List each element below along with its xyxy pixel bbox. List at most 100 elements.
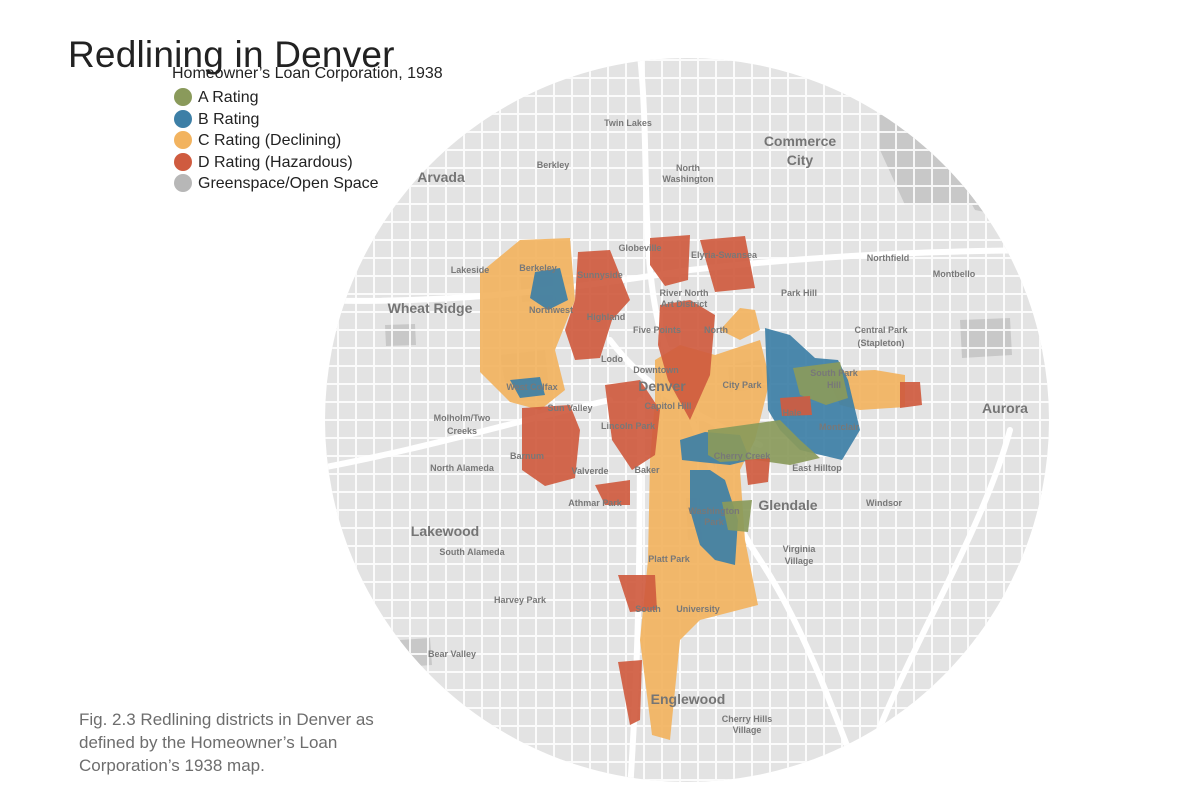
label-athmar-park: Athmar Park — [568, 498, 623, 508]
district-englewood-d — [618, 660, 642, 725]
district-ruby-hill-d — [745, 458, 770, 485]
district-hale-d — [780, 396, 812, 416]
label-highland: Highland — [587, 312, 626, 322]
legend-swatch-a — [174, 88, 192, 106]
figure-caption: Fig. 2.3 Redlining districts in Denver a… — [79, 710, 374, 775]
district-far-east-d — [900, 382, 922, 408]
legend-swatch-b — [174, 109, 192, 128]
label-north-washington-1: North — [676, 163, 700, 173]
label-lakeside: Lakeside — [451, 265, 490, 275]
district-sun-valley-d — [605, 380, 660, 470]
westside-park — [385, 324, 416, 346]
label-five-points: Five Points — [633, 325, 681, 335]
label-northwest: Northwest — [529, 305, 573, 315]
label-city-park: City Park — [722, 380, 762, 390]
district-south-park-hill-a — [793, 362, 848, 405]
i25-north — [637, 58, 663, 333]
legend-label-b: B Rating — [198, 110, 260, 128]
legend-label-a: A Rating — [198, 89, 259, 106]
label-north-alameda: North Alameda — [430, 463, 495, 473]
district-wash-park-b — [690, 470, 738, 565]
label-south: South — [635, 604, 661, 614]
label-montbello: Montbello — [933, 269, 976, 279]
label-cherry-hills-1: Cherry Hills — [722, 714, 773, 724]
district-elyria-d — [700, 236, 755, 292]
label-virginia-village-1: Virginia — [783, 544, 817, 554]
label-north: North — [704, 325, 728, 335]
label-rino-1: River North — [659, 288, 708, 298]
district-sunnyside-d — [565, 250, 630, 360]
district-south-d — [618, 575, 657, 612]
label-baker: Baker — [634, 465, 660, 475]
label-lincoln-park: Lincoln Park — [601, 421, 656, 431]
label-berkley: Berkley — [537, 160, 570, 170]
label-glendale: Glendale — [758, 497, 817, 513]
label-bear-valley: Bear Valley — [428, 649, 476, 659]
label-berkeley: Berkeley — [519, 263, 557, 273]
label-washington-park-1: Washington — [688, 506, 739, 516]
label-capitol-hill: Capitol Hill — [645, 401, 692, 411]
label-commerce-city-1: Commerce — [764, 133, 837, 149]
label-central-park-1: Central Park — [854, 325, 908, 335]
label-molholm-1: Molholm/Two — [434, 413, 491, 423]
label-commerce-city-2: City — [787, 152, 814, 168]
label-south-park-hill-1: South Park — [810, 368, 859, 378]
district-cherry-creek-a — [708, 420, 820, 465]
legend-item-a: A Rating — [174, 87, 384, 109]
legend-item-c: C Rating (Declining) — [174, 130, 384, 152]
label-globeville: Globeville — [618, 243, 661, 253]
label-south-park-hill-2: Hill — [827, 380, 841, 390]
label-aurora: Aurora — [982, 400, 1028, 416]
label-hale: Hale — [782, 408, 801, 418]
label-east-hilltop: East Hilltop — [792, 463, 842, 473]
label-sunnyside: Sunnyside — [577, 270, 623, 280]
label-molholm-2: Creeks — [447, 426, 477, 436]
label-cherry-creek: Cherry Creek — [714, 451, 772, 461]
redlining-districts — [480, 235, 922, 740]
label-barnum: Barnum — [510, 451, 544, 461]
label-virginia-village-2: Village — [785, 556, 814, 566]
label-lakewood: Lakewood — [411, 523, 479, 539]
legend-swatch-d — [174, 152, 192, 171]
label-west-colfax: West Colfax — [506, 382, 557, 392]
label-northfield: Northfield — [867, 253, 910, 263]
district-athmar-d — [595, 480, 630, 505]
subtitle: Homeowner’s Loan Corporation, 1938 — [172, 65, 443, 82]
district-globeville-d — [650, 235, 690, 286]
label-north-washington-2: Washington — [662, 174, 713, 184]
label-lodo: Lodo — [601, 354, 623, 364]
district-northwest-b — [530, 268, 568, 310]
label-montclair: Montclair — [819, 422, 860, 432]
label-cherry-hills-2: Village — [733, 725, 762, 735]
legend-label-d: D Rating (Hazardous) — [198, 153, 353, 171]
c470 — [325, 397, 613, 473]
label-platt-park: Platt Park — [648, 554, 691, 564]
district-north-c — [720, 308, 760, 340]
legend-item-green: Greenspace/Open Space — [174, 173, 384, 195]
district-west-colfax-b — [510, 377, 545, 398]
legend-swatch-green — [174, 174, 192, 192]
label-twin-lakes: Twin Lakes — [604, 118, 652, 128]
label-sun-valley: Sun Valley — [547, 403, 592, 413]
district-five-points-d — [658, 300, 715, 420]
label-valverde: Valverde — [571, 466, 608, 476]
legend-item-b: B Rating — [174, 109, 384, 131]
i70 — [325, 247, 1049, 304]
label-denver: Denver — [638, 378, 686, 394]
label-university: University — [676, 604, 720, 614]
label-south-alameda: South Alameda — [439, 547, 505, 557]
label-elyria-swansea: Elyria-Swansea — [691, 250, 758, 260]
label-windsor: Windsor — [866, 498, 902, 508]
legend: A Rating B Rating C Rating (Declining) D… — [174, 87, 384, 195]
legend-item-d: D Rating (Hazardous) — [174, 152, 384, 174]
label-wheat-ridge: Wheat Ridge — [388, 300, 473, 316]
district-barnum-d — [522, 405, 580, 486]
label-washington-park-2: Park — [704, 517, 725, 527]
label-park-hill: Park Hill — [781, 288, 817, 298]
district-wash-park-a — [722, 500, 752, 532]
label-downtown: Downtown — [633, 365, 679, 375]
legend-label-green: Greenspace/Open Space — [198, 175, 379, 192]
label-englewood: Englewood — [651, 691, 726, 707]
northeast-park — [905, 112, 936, 128]
